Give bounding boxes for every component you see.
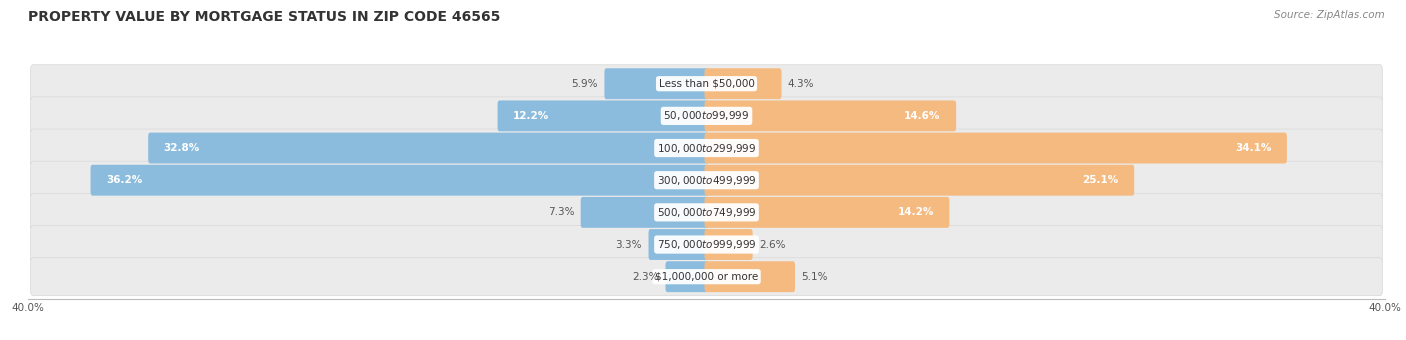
Text: 25.1%: 25.1% [1083,175,1119,185]
FancyBboxPatch shape [90,165,709,196]
Text: $500,000 to $749,999: $500,000 to $749,999 [657,206,756,219]
Text: 2.6%: 2.6% [759,239,786,250]
Text: 5.1%: 5.1% [801,272,828,282]
Text: 14.2%: 14.2% [897,207,934,217]
Text: 7.3%: 7.3% [548,207,574,217]
FancyBboxPatch shape [148,133,709,164]
Text: 5.9%: 5.9% [571,79,598,89]
Text: 4.3%: 4.3% [787,79,814,89]
FancyBboxPatch shape [31,193,1382,231]
FancyBboxPatch shape [704,133,1286,164]
FancyBboxPatch shape [648,229,709,260]
FancyBboxPatch shape [704,100,956,131]
Text: $50,000 to $99,999: $50,000 to $99,999 [664,109,749,122]
FancyBboxPatch shape [31,161,1382,199]
FancyBboxPatch shape [704,165,1135,196]
Text: Less than $50,000: Less than $50,000 [658,79,755,89]
FancyBboxPatch shape [605,68,709,99]
FancyBboxPatch shape [581,197,709,228]
Text: 14.6%: 14.6% [904,111,941,121]
FancyBboxPatch shape [704,68,782,99]
Text: 32.8%: 32.8% [165,143,200,153]
Text: $750,000 to $999,999: $750,000 to $999,999 [657,238,756,251]
Text: 3.3%: 3.3% [616,239,643,250]
Text: 36.2%: 36.2% [105,175,142,185]
Text: $100,000 to $299,999: $100,000 to $299,999 [657,141,756,155]
Text: 12.2%: 12.2% [513,111,550,121]
Text: 2.3%: 2.3% [633,272,659,282]
FancyBboxPatch shape [665,261,709,292]
Text: Source: ZipAtlas.com: Source: ZipAtlas.com [1274,10,1385,20]
Text: $1,000,000 or more: $1,000,000 or more [655,272,758,282]
FancyBboxPatch shape [704,197,949,228]
Text: PROPERTY VALUE BY MORTGAGE STATUS IN ZIP CODE 46565: PROPERTY VALUE BY MORTGAGE STATUS IN ZIP… [28,10,501,24]
FancyBboxPatch shape [31,258,1382,296]
FancyBboxPatch shape [31,97,1382,135]
FancyBboxPatch shape [704,229,752,260]
FancyBboxPatch shape [31,225,1382,264]
FancyBboxPatch shape [31,65,1382,103]
Text: 34.1%: 34.1% [1234,143,1271,153]
FancyBboxPatch shape [31,129,1382,167]
FancyBboxPatch shape [704,261,794,292]
Text: $300,000 to $499,999: $300,000 to $499,999 [657,174,756,187]
FancyBboxPatch shape [498,100,709,131]
